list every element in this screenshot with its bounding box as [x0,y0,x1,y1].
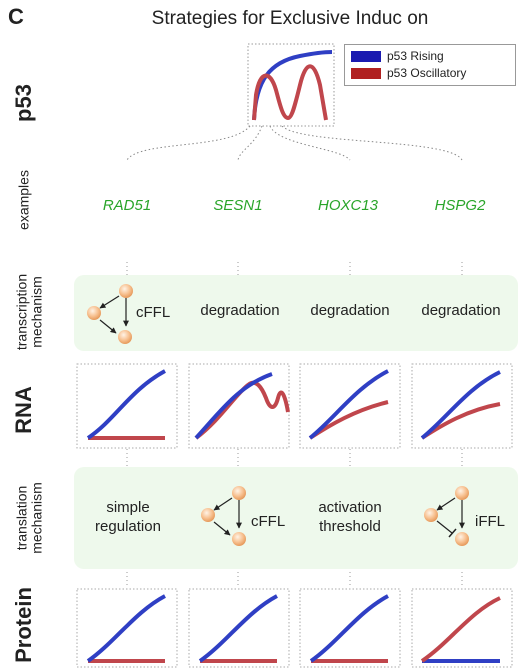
iffl-node-top [455,486,469,500]
transcription-col4-label: degradation [421,302,501,319]
translation-iffl-motif [424,486,469,546]
transcription-col3-label: degradation [310,302,390,319]
rna-4-rising [420,370,501,440]
legend-item-rising: p53 Rising [351,49,444,63]
rna-3-rising [308,369,389,440]
cffl-t-node-left [87,306,101,320]
legend-swatch-rising [351,50,381,62]
translation-cffl-motif [201,486,246,546]
rna-1-rising [86,369,166,440]
transcription-col2-label: degradation [200,302,280,319]
protein-row [76,588,513,668]
protein-3-rising [309,594,389,663]
connector-1 [126,125,251,161]
protein-2-rising [198,594,278,663]
column-guides [126,262,463,588]
iffl-inhibit-bar [448,528,457,538]
cffl-l-arrow-3 [213,521,231,536]
translation-col2-label: cFFL [251,513,286,530]
iffl-inhibit-line [436,520,453,534]
gene-hoxc13: HOXC13 [317,197,379,214]
gene-hspg2: HSPG2 [434,197,486,214]
legend-item-oscillatory: p53 Oscillatory [351,66,466,80]
translation-col1-label: simple regulation [95,499,161,535]
cffl-t-node-bottom [118,330,132,344]
gene-sesn1: SESN1 [213,197,263,214]
protein-1-rising [86,594,166,663]
cffl-t-arrow-1 [99,295,120,309]
rna-row [76,363,513,449]
connector-4 [281,125,463,161]
legend: p53 Rising p53 Oscillatory [344,44,516,86]
legend-label-rising: p53 Rising [387,49,444,63]
connector-3 [269,125,351,161]
transcription-cffl-motif [87,284,133,344]
connector-2 [237,125,263,161]
fan-connectors [126,125,463,161]
iffl-arrow-1 [436,497,456,511]
cffl-l-node-bottom [232,532,246,546]
legend-label-oscillatory: p53 Oscillatory [387,66,467,80]
iffl-node-left [424,508,438,522]
rna-2-rising [194,372,273,440]
cffl-t-arrow-3 [99,319,117,334]
iffl-node-bottom [455,532,469,546]
legend-swatch-oscillatory [351,67,381,79]
cffl-t-node-top [119,284,133,298]
protein-4-oscillatory [420,596,501,663]
cffl-l-arrow-1 [213,497,233,511]
translation-col4-label: iFFL [475,513,505,530]
cffl-l-node-top [232,486,246,500]
cffl-l-node-left [201,508,215,522]
gene-rad51: RAD51 [102,197,152,214]
translation-band [74,467,518,569]
panel-letter: C [8,4,24,29]
p53-input-box [247,43,335,127]
p53-oscillatory-curve [252,64,328,121]
transcription-col1-label: cFFL [136,304,171,321]
translation-col3-label: activation threshold [318,499,382,535]
transcription-band [74,275,518,351]
figure-title: Strategies for Exclusive Induc on [151,8,429,29]
